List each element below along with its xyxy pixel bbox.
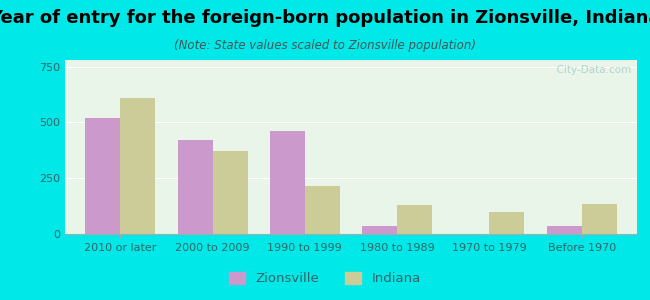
Legend: Zionsville, Indiana: Zionsville, Indiana xyxy=(224,266,426,290)
Bar xyxy=(270,131,305,234)
Text: Year of entry for the foreign-born population in Zionsville, Indiana: Year of entry for the foreign-born popul… xyxy=(0,9,650,27)
Bar xyxy=(397,205,432,234)
Bar xyxy=(582,204,617,234)
Bar xyxy=(120,98,155,234)
Bar xyxy=(177,140,213,234)
Bar xyxy=(489,212,525,234)
Bar xyxy=(213,152,248,234)
Bar xyxy=(362,226,397,234)
Text: City-Data.com: City-Data.com xyxy=(550,65,631,75)
Bar xyxy=(85,118,120,234)
Bar xyxy=(547,226,582,234)
Bar xyxy=(305,186,340,234)
Text: (Note: State values scaled to Zionsville population): (Note: State values scaled to Zionsville… xyxy=(174,39,476,52)
